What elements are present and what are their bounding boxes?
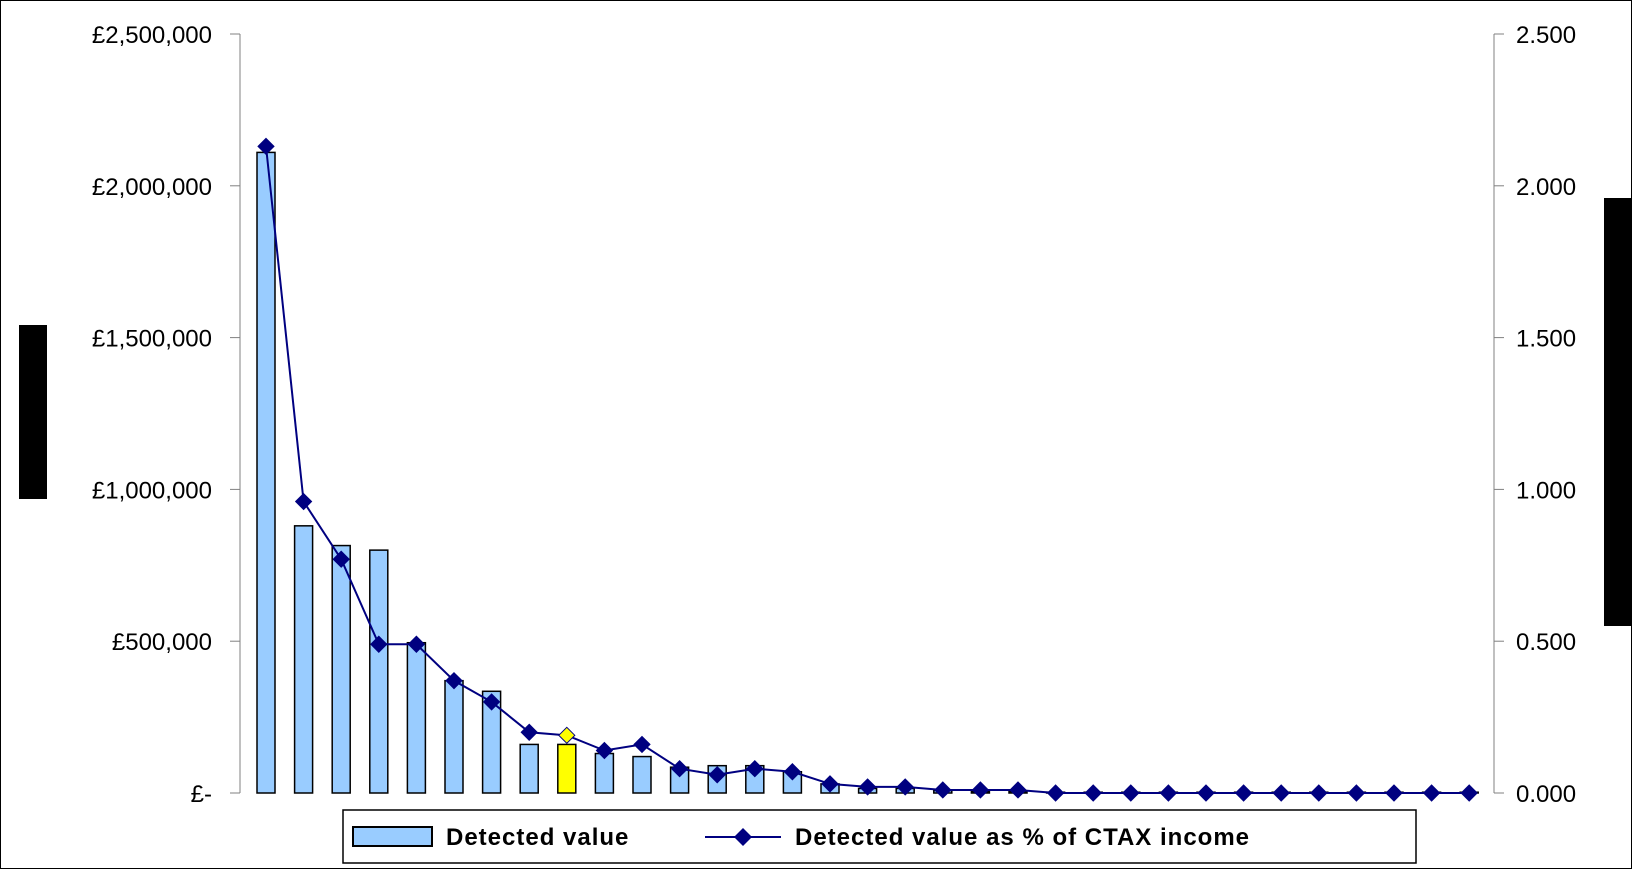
legend-bar-swatch bbox=[352, 826, 433, 847]
line-point bbox=[1422, 784, 1441, 802]
left-axis: £- £500,000 £1,000,000 £1,500,000 £2,000,000… bbox=[92, 22, 241, 808]
left-axis-tick-label: £1,500,000 bbox=[92, 326, 212, 353]
left-axis-title-redaction bbox=[19, 325, 47, 499]
left-axis-tick-label: £2,000,000 bbox=[92, 174, 212, 201]
line-point bbox=[294, 492, 313, 511]
line-point bbox=[520, 723, 538, 741]
legend: Detected value Detected value as % of CT… bbox=[342, 809, 1417, 864]
line-point bbox=[1159, 784, 1178, 802]
bar bbox=[369, 549, 389, 794]
line-point bbox=[746, 760, 764, 778]
line-point bbox=[1347, 784, 1366, 802]
line-point bbox=[1084, 784, 1102, 802]
line-point bbox=[595, 741, 614, 760]
right-axis-tick-label: 1.500 bbox=[1516, 326, 1576, 353]
line-point bbox=[821, 775, 839, 793]
line-point bbox=[708, 766, 726, 784]
line-point bbox=[896, 778, 914, 796]
line-point bbox=[1310, 784, 1328, 802]
line-point bbox=[1046, 784, 1065, 802]
line-point bbox=[482, 693, 501, 711]
left-axis-tick-label: £2,500,000 bbox=[92, 22, 212, 49]
right-axis-tick-label: 2.500 bbox=[1516, 22, 1576, 49]
line-point bbox=[633, 735, 651, 754]
bar bbox=[481, 690, 502, 794]
bar bbox=[594, 752, 615, 794]
right-axis-title-redaction bbox=[1604, 198, 1632, 626]
right-axis-tick-label: 1.000 bbox=[1516, 477, 1576, 504]
line-point bbox=[1122, 784, 1140, 802]
legend-line-marker bbox=[734, 828, 752, 846]
line-point bbox=[370, 635, 388, 653]
line-point bbox=[257, 137, 275, 156]
legend-line-label: Detected value as % of CTAX income bbox=[795, 824, 1250, 851]
left-axis-tick-label: £500,000 bbox=[112, 629, 212, 656]
bar-series bbox=[256, 151, 1479, 794]
bar bbox=[256, 151, 276, 794]
line-point bbox=[1197, 784, 1215, 802]
line-point bbox=[670, 760, 689, 778]
bar bbox=[331, 544, 351, 794]
line-point bbox=[407, 635, 426, 653]
line-point bbox=[971, 781, 990, 799]
left-axis-tick-label: £- bbox=[191, 781, 212, 808]
bar bbox=[519, 743, 539, 794]
right-axis-tick-label: 0.000 bbox=[1516, 781, 1576, 808]
line-point bbox=[558, 726, 576, 745]
bar bbox=[293, 525, 314, 794]
line-point bbox=[445, 671, 463, 690]
line-series bbox=[257, 137, 1478, 802]
line-point bbox=[1385, 784, 1403, 802]
line-point bbox=[858, 778, 877, 796]
line-point bbox=[1234, 784, 1253, 802]
line-point bbox=[1272, 784, 1290, 802]
bar bbox=[406, 641, 427, 794]
line-point bbox=[783, 763, 802, 781]
line-point bbox=[1009, 781, 1027, 799]
right-axis: 0.000 0.500 1.000 1.500 2.000 2.500 bbox=[1493, 22, 1576, 808]
bar bbox=[444, 679, 464, 794]
left-axis-tick-label: £1,000,000 bbox=[92, 477, 212, 504]
legend-box bbox=[342, 809, 1417, 864]
line-point bbox=[1460, 784, 1478, 802]
right-axis-tick-label: 2.000 bbox=[1516, 174, 1576, 201]
legend-bar-label: Detected value bbox=[446, 824, 629, 851]
right-axis-tick-label: 0.500 bbox=[1516, 629, 1576, 656]
line-point bbox=[332, 550, 350, 568]
bar bbox=[632, 755, 652, 794]
line-point bbox=[934, 781, 952, 799]
bar bbox=[557, 743, 577, 794]
